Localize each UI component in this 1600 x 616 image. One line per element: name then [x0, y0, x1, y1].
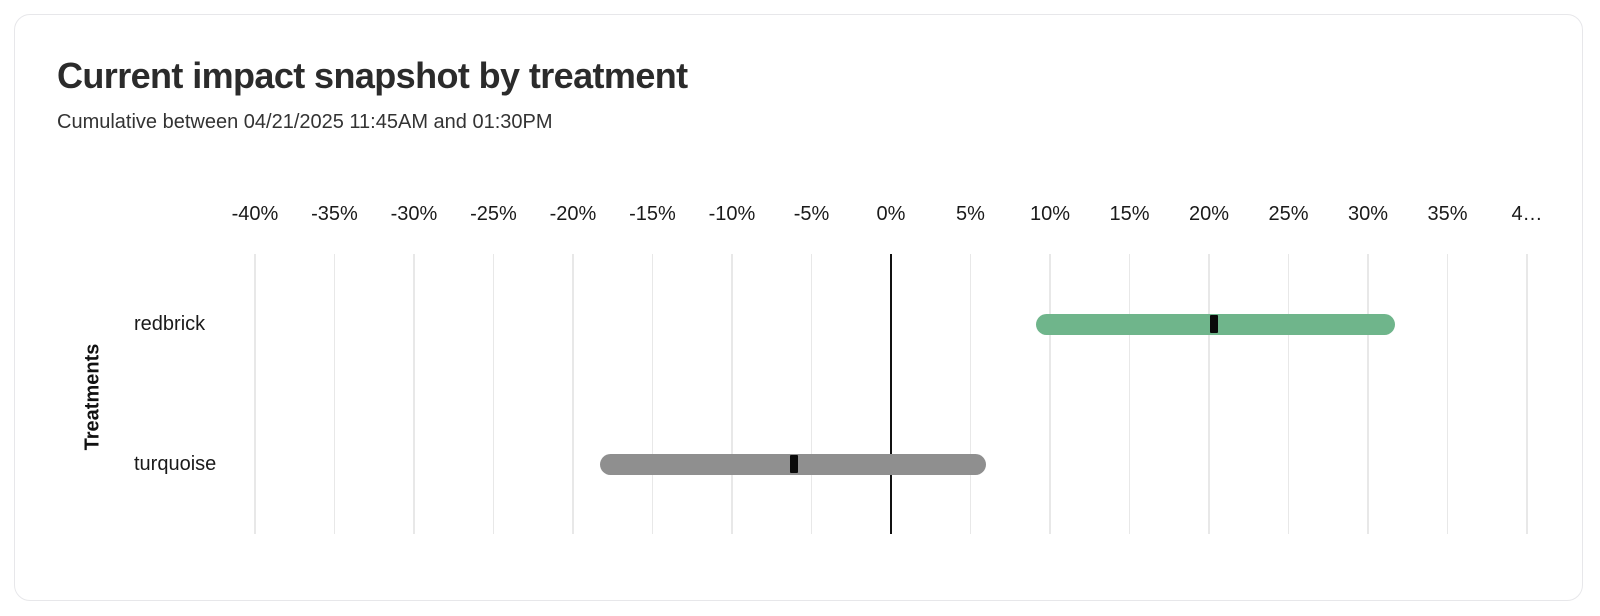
x-gridline — [254, 254, 256, 534]
x-tick-label: 0% — [876, 203, 906, 225]
x-gridline — [1049, 254, 1051, 534]
category-label-turquoise: turquoise — [134, 453, 217, 475]
x-gridline — [1446, 254, 1449, 534]
x-gridline — [333, 254, 336, 534]
x-tick-label: 25% — [1268, 203, 1309, 225]
x-tick-label: -15% — [629, 203, 676, 225]
x-gridline — [572, 254, 574, 534]
x-tick-label: -30% — [390, 203, 438, 225]
category-label-redbrick: redbrick — [134, 313, 206, 335]
x-gridline — [1128, 254, 1131, 534]
x-tick-label: -40% — [231, 203, 279, 225]
x-gridline — [1208, 254, 1210, 534]
zero-axis-line — [890, 254, 892, 534]
plot-area: -40% -35% -30% -25% -20% -15% -10% -5% 0% 5% 10% 15… — [15, 15, 1582, 600]
x-gridline — [1367, 254, 1369, 534]
x-tick-label: 10% — [1029, 203, 1071, 225]
x-tick-label: 20% — [1188, 203, 1230, 225]
x-gridline — [1526, 254, 1528, 534]
x-gridline — [969, 254, 972, 534]
x-tick-label: -20% — [549, 203, 597, 225]
x-gridline — [651, 254, 654, 534]
x-tick-label: 35% — [1427, 203, 1468, 225]
impact-snapshot-card: Current impact snapshot by treatment Cum… — [14, 14, 1583, 601]
x-gridline — [810, 254, 813, 534]
chart-title: Current impact snapshot by treatment — [57, 55, 688, 96]
x-tick-label: -25% — [470, 203, 517, 225]
x-tick-label: -10% — [708, 203, 756, 225]
redbrick-point-estimate-marker — [1209, 315, 1218, 333]
x-gridline — [1287, 254, 1290, 534]
x-gridline — [413, 254, 415, 534]
x-tick-label: 5% — [956, 203, 985, 225]
x-tick-label: -35% — [311, 203, 358, 225]
x-tick-label: 4… — [1511, 203, 1543, 225]
turquoise-point-estimate-marker — [790, 455, 798, 473]
x-tick-label: -5% — [793, 203, 830, 225]
x-gridline — [492, 254, 495, 534]
x-tick-label: 15% — [1109, 203, 1150, 225]
x-gridline — [731, 254, 733, 534]
chart-subtitle: Cumulative between 04/21/2025 11:45AM an… — [57, 111, 553, 133]
x-tick-label: 30% — [1347, 203, 1389, 225]
